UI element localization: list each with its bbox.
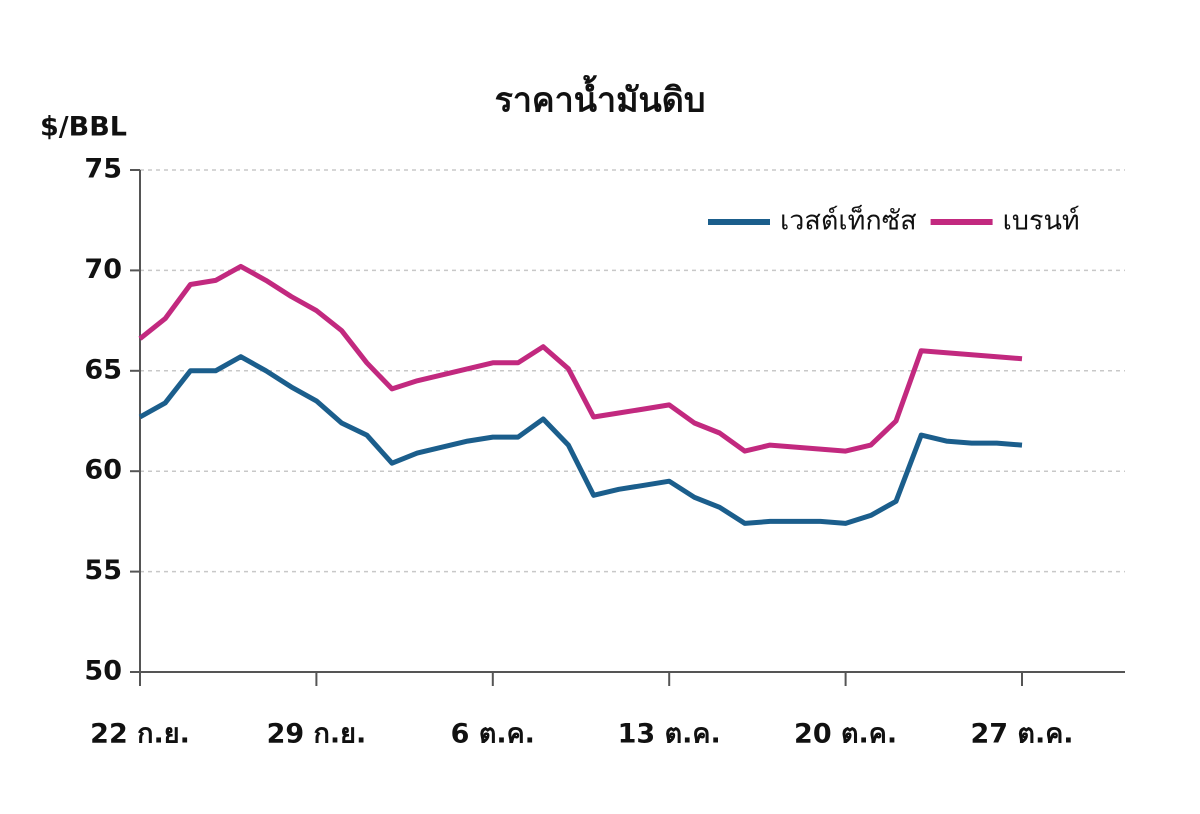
legend-label: เบรนท์ (1003, 205, 1080, 237)
legend-label: เวสต์เท็กซัส (780, 203, 917, 237)
line-series (138, 354, 1023, 526)
y-tick-label: 55 (84, 555, 122, 586)
y-tick-label: 70 (84, 254, 122, 285)
line-series (138, 263, 1023, 454)
x-tick-label: 27 ต.ค. (970, 719, 1073, 750)
y-tick-label: 65 (84, 354, 122, 385)
chart-title: ราคาน้ำมันดิบ (495, 75, 706, 121)
y-tick-label: 60 (84, 455, 122, 486)
x-tick-label: 22 ก.ย. (90, 719, 190, 750)
x-tick-label: 20 ต.ค. (794, 719, 897, 750)
y-tick-label: 75 (84, 154, 122, 185)
x-tick-label: 13 ต.ค. (618, 719, 721, 750)
y-tick-label: 50 (84, 656, 122, 687)
y-axis-label: $/BBL (40, 112, 127, 143)
x-tick-label: 29 ก.ย. (267, 719, 367, 750)
x-tick-label: 6 ต.ค. (451, 719, 535, 750)
